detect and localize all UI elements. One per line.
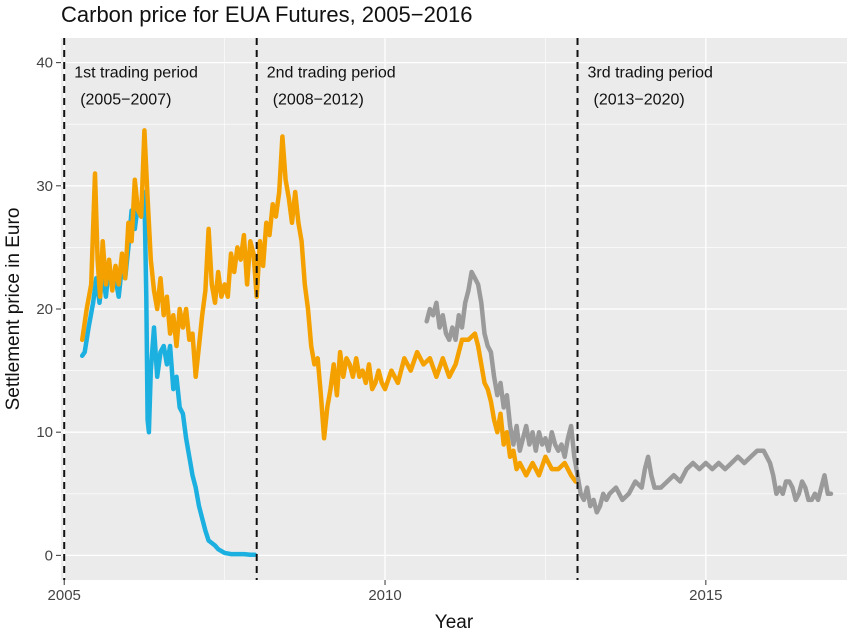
trading-period-range: (2005−2007) — [80, 92, 171, 109]
x-tick-label: 2005 — [48, 587, 81, 604]
trading-period-label: 3rd trading period — [588, 64, 713, 81]
series-line-phase-2-futures — [79, 128, 578, 484]
grid-lines — [61, 38, 847, 580]
x-axis-title: Year — [435, 612, 474, 633]
y-tick-label: 40 — [36, 55, 53, 72]
y-tick-label: 0 — [45, 547, 53, 564]
series-line-phase-3-futures — [424, 269, 834, 515]
x-tick-label: 2010 — [368, 587, 401, 604]
trading-period-label: 1st trading period — [74, 64, 198, 81]
y-axis-title: Settlement price in Euro — [3, 208, 24, 411]
axis-ticks: 0 10 20 30 40 2005 2010 2015 — [36, 55, 722, 604]
trading-period-lines — [63, 38, 579, 580]
trading-period-range: (2013−2020) — [594, 92, 685, 109]
y-tick-label: 10 — [36, 424, 53, 441]
trading-period-labels: 1st trading period (2005−2007) 2nd trading… — [74, 64, 713, 108]
trading-period-range: (2008−2012) — [273, 92, 364, 109]
chart-title: Carbon price for EUA Futures, 2005−2016 — [61, 2, 473, 27]
y-tick-label: 30 — [36, 178, 53, 195]
y-tick-label: 20 — [36, 301, 53, 318]
x-tick-label: 2015 — [689, 587, 722, 604]
trading-period-label: 2nd trading period — [267, 64, 396, 81]
series-lines — [79, 128, 834, 557]
